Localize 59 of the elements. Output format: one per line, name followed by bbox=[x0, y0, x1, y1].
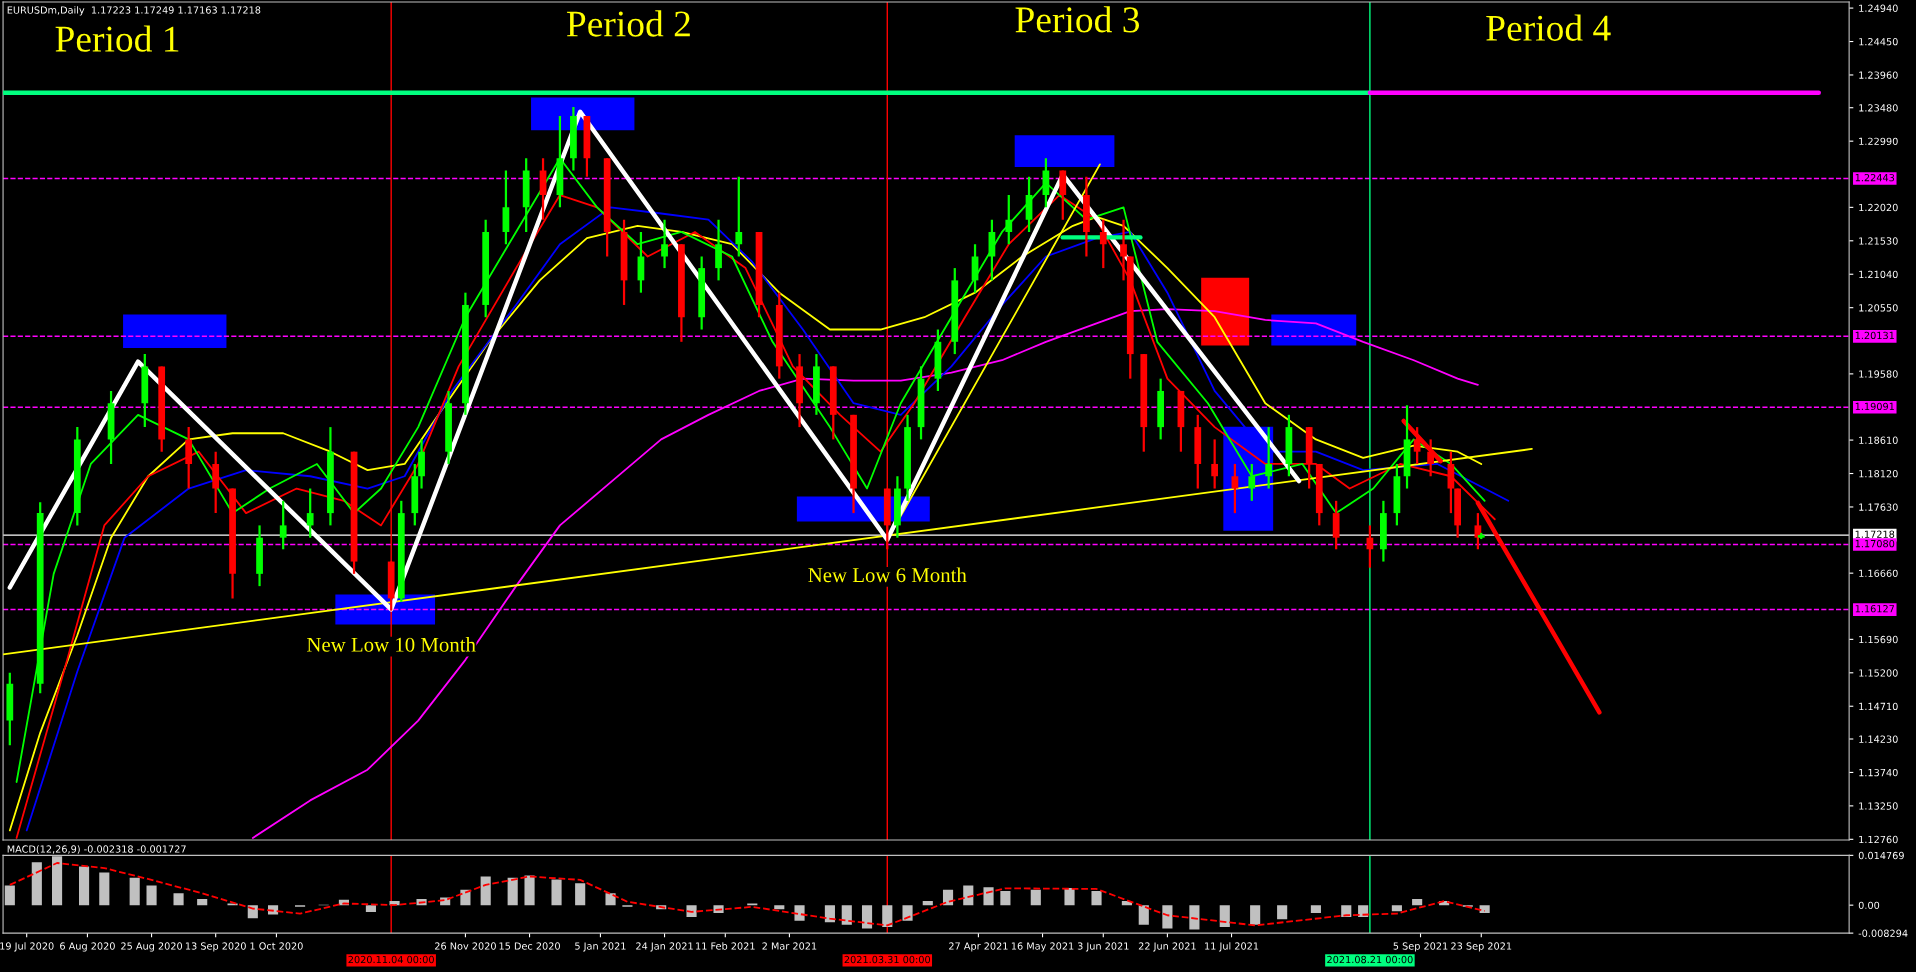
y-tick-label: 1.14710 bbox=[1859, 702, 1898, 711]
y-tick-label: 1.21040 bbox=[1859, 270, 1898, 279]
annotation: Period 1 bbox=[55, 25, 179, 52]
y-tick-label: 1.18610 bbox=[1859, 436, 1898, 444]
x-tick-label: 5 Jan 2021 bbox=[575, 942, 626, 952]
y-tick-label: 1.23480 bbox=[1859, 104, 1898, 112]
ref-line-label: 1.16127 bbox=[1855, 605, 1895, 613]
y-tick-label: 1.12760 bbox=[1859, 835, 1898, 844]
chart-title: MACD(12,26,9) -0.002318 -0.001727 bbox=[7, 845, 186, 854]
annotation: Period 4 bbox=[1486, 14, 1611, 41]
x-tick-label: 3 Jun 2021 bbox=[1077, 942, 1129, 952]
x-tick-label: 2 Mar 2021 bbox=[762, 942, 817, 950]
y-tick-label: 1.23960 bbox=[1859, 71, 1898, 79]
ref-line-label: 1.17080 bbox=[1855, 539, 1895, 548]
x-tick-label: 19 Jul 2020 bbox=[0, 942, 54, 952]
x-tick-label: 11 Feb 2021 bbox=[696, 942, 755, 950]
x-tick-label: 27 Apr 2021 bbox=[949, 942, 1008, 952]
annotation: New Low 6 Month bbox=[808, 567, 967, 583]
x-tick-label: 25 Aug 2020 bbox=[121, 942, 183, 952]
y-tick-label: 1.20550 bbox=[1859, 304, 1898, 312]
ref-line-label: 1.20131 bbox=[1855, 331, 1894, 340]
y-tick-label: 1.19580 bbox=[1859, 370, 1898, 378]
y-tick-label: 1.24940 bbox=[1859, 4, 1898, 12]
y-tick-label: 1.13250 bbox=[1859, 802, 1898, 810]
annotation: Period 2 bbox=[566, 10, 690, 37]
annotation: Period 3 bbox=[1015, 6, 1140, 33]
y-tick-label: 1.13740 bbox=[1859, 768, 1898, 777]
y-tick-label: 1.22990 bbox=[1859, 137, 1898, 145]
ref-line-label: 1.19091 bbox=[1855, 402, 1894, 411]
y-tick-label: 1.16660 bbox=[1859, 569, 1898, 577]
y-tick-label: 0.00 bbox=[1858, 901, 1880, 909]
ref-line-label: 2020.11.04 00:00 bbox=[348, 955, 434, 964]
x-tick-label: 26 Nov 2020 bbox=[435, 942, 496, 950]
y-tick-label: -0.008294 bbox=[1858, 929, 1908, 937]
ref-line-label: 1.22443 bbox=[1855, 173, 1895, 182]
x-tick-label: 16 May 2021 bbox=[1011, 942, 1074, 952]
x-tick-label: 24 Jan 2021 bbox=[636, 942, 693, 952]
y-tick-label: 1.18120 bbox=[1859, 470, 1898, 478]
x-tick-label: 5 Sep 2021 bbox=[1393, 942, 1448, 952]
x-tick-label: 1 Oct 2020 bbox=[250, 942, 303, 950]
y-tick-label: 1.15200 bbox=[1859, 669, 1898, 677]
y-tick-label: 1.15690 bbox=[1859, 635, 1898, 644]
ref-line-label: 2021.03.31 00:00 bbox=[844, 955, 931, 964]
x-tick-label: 11 Jul 2021 bbox=[1205, 942, 1259, 952]
x-tick-label: 6 Aug 2020 bbox=[60, 942, 115, 952]
y-tick-label: 1.17630 bbox=[1859, 503, 1898, 511]
y-tick-label: 0.014769 bbox=[1858, 851, 1904, 860]
x-tick-label: 15 Dec 2020 bbox=[499, 942, 560, 950]
y-tick-label: 1.22020 bbox=[1859, 203, 1898, 212]
y-tick-label: 1.24450 bbox=[1859, 38, 1898, 46]
y-tick-label: 1.14230 bbox=[1859, 735, 1898, 743]
ref-line-label: 1.17218 bbox=[1855, 530, 1895, 538]
y-tick-label: 1.21530 bbox=[1859, 237, 1898, 245]
annotation: New Low 10 Month bbox=[307, 637, 476, 652]
x-tick-label: 22 Jun 2021 bbox=[1138, 942, 1196, 952]
x-tick-label: 23 Sep 2021 bbox=[1451, 942, 1512, 952]
ref-line-label: 2021.08.21 00:00 bbox=[1327, 955, 1413, 964]
x-tick-label: 13 Sep 2020 bbox=[185, 942, 246, 952]
chart-title: EURUSDm,Daily 1.17223 1.17249 1.17163 1.17218 bbox=[7, 6, 261, 16]
